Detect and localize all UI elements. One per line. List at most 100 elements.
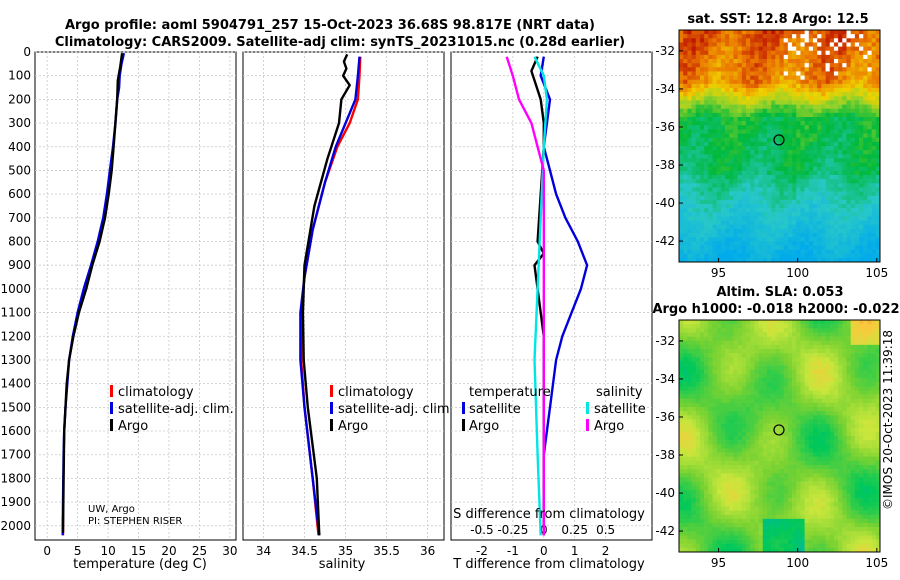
map-cell [850,431,856,437]
map-cell [800,233,805,238]
y-tick-label: 300 [8,116,31,130]
map-cell [783,220,789,226]
map-cell [842,328,847,333]
map-cell [808,485,814,491]
map-cell [871,253,877,259]
map-cell [829,104,835,110]
map-cell [871,336,877,342]
map-cell [863,141,868,147]
map-cell [792,394,797,400]
map-cell [704,54,709,60]
map-cell [750,382,755,387]
map-cell [741,452,747,458]
map-cell [771,324,776,329]
map-cell [741,382,747,387]
map-cell [796,104,801,110]
map-cell [699,249,705,255]
map-cell [712,477,717,482]
map-cell [846,257,851,262]
map-cell [746,59,751,64]
map-cell [691,63,697,68]
map-cell [871,216,877,221]
map-cell [758,456,764,462]
map-cell [758,158,764,163]
map-cell [720,436,726,441]
map-cell [683,415,688,420]
map-cell [766,112,772,118]
map-cell [804,108,810,114]
map-cell [720,245,726,250]
map-cell [804,75,810,81]
map-cell [859,88,864,93]
map-cell [859,452,864,458]
map-cell [720,67,726,72]
map-cell [691,129,697,134]
map-cell [741,170,747,176]
map-cell [679,187,684,192]
s-difference-xlabel: S difference from climatology [453,507,645,522]
map-cell [725,473,730,478]
map-cell [817,212,822,217]
map-cell [854,245,860,250]
map-cell [708,228,713,234]
map-cell [695,498,701,503]
map-cell [766,224,772,230]
map-cell [679,469,684,474]
map-cell [842,112,847,118]
map-cell [746,137,751,143]
map-cell [750,431,755,437]
map-cell [783,154,789,159]
map-cell [854,228,860,234]
map-cell [687,204,692,209]
map-cell [758,100,764,105]
map-cell [783,241,789,246]
map-cell [699,46,705,52]
map-cell [775,170,780,176]
map-cell [787,59,793,64]
map-cell [850,233,856,238]
map-cell [712,357,717,362]
map-cell [750,494,755,499]
map-cell [863,137,868,143]
map-cell [829,469,835,474]
map-cell [729,92,734,97]
map-cell [758,498,764,503]
map-cell [875,249,880,255]
map-cell [699,473,705,478]
map-cell [712,50,717,56]
map-cell [842,452,847,458]
map-cell [746,489,751,495]
map-cell [775,481,780,487]
map-cell [850,440,856,445]
map-cell [762,216,768,221]
map-cell [796,199,801,205]
map-cell [712,390,717,395]
map-cell [875,444,880,449]
map-cell [829,220,835,226]
map-cell [737,38,743,43]
map-cell [792,444,797,449]
map-cell [779,390,784,395]
map-cell [750,332,755,337]
map-cell [704,125,709,130]
map-cell [808,63,814,68]
map-cell [850,204,856,209]
map-cell [867,402,872,408]
map-cell [808,365,814,371]
map-cell [716,332,722,337]
map-cell [804,71,810,76]
map-cell [846,427,851,433]
map-cell [771,431,776,437]
map-cell [825,79,831,85]
map-cell [750,344,755,350]
map-cell [683,324,688,329]
map-cell [792,100,797,105]
map-cell [871,224,877,230]
map-cell [813,257,818,262]
map-cell [691,59,697,64]
map-cell [775,369,780,375]
map-cell [783,365,789,371]
map-cell [783,104,789,110]
map-cell [712,208,717,213]
map-cell [699,257,705,262]
